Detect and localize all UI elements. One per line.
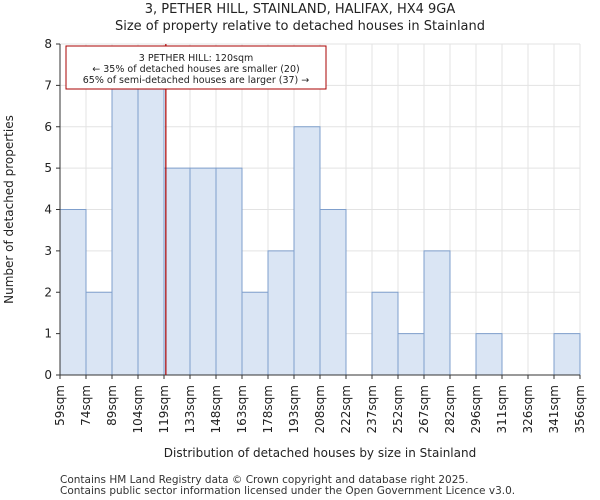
x-tick-label: 89sqm [105, 385, 119, 426]
x-axis-title: Distribution of detached houses by size … [164, 446, 476, 460]
histogram-bar [59, 209, 87, 376]
histogram-bar [475, 333, 503, 376]
footer-copyright: Contains HM Land Registry data © Crown c… [60, 474, 469, 486]
x-tick-label: 193sqm [287, 385, 301, 433]
x-tick-label: 356sqm [573, 385, 587, 433]
histogram-bar [267, 250, 295, 376]
histogram-bar [85, 291, 113, 376]
x-tick-label: 163sqm [235, 385, 249, 433]
histogram-bar [553, 333, 581, 376]
x-tick-label: 326sqm [521, 385, 535, 433]
footer-licence: Contains public sector information licen… [60, 485, 516, 497]
x-tick-label: 296sqm [469, 385, 483, 433]
x-tick-label: 282sqm [443, 385, 457, 433]
y-axis-title: Number of detached properties [2, 115, 16, 304]
histogram-bar [163, 167, 191, 376]
x-tick-label: 178sqm [261, 385, 275, 433]
y-tick-label: 6 [44, 120, 52, 134]
y-tick-label: 7 [44, 78, 52, 92]
y-tick-label: 8 [44, 37, 52, 51]
histogram-bar [111, 84, 139, 376]
annotation-line-1: 3 PETHER HILL: 120sqm [139, 53, 253, 64]
histogram-bar [241, 291, 269, 376]
x-tick-label: 59sqm [53, 385, 67, 426]
histogram-bar [189, 167, 217, 376]
x-tick-label: 341sqm [547, 385, 561, 433]
x-tick-label: 267sqm [417, 385, 431, 433]
x-tick-label: 104sqm [131, 385, 145, 433]
y-tick-label: 0 [44, 368, 52, 382]
y-tick-label: 1 [44, 327, 52, 341]
x-tick-label: 119sqm [157, 385, 171, 433]
histogram-bar [423, 250, 451, 376]
x-tick-label: 222sqm [339, 385, 353, 433]
y-tick-label: 3 [44, 244, 52, 258]
y-tick-label: 2 [44, 285, 52, 299]
chart-title-line1: 3, PETHER HILL, STAINLAND, HALIFAX, HX4 … [144, 2, 456, 17]
annotation-line-3: 65% of semi-detached houses are larger (… [83, 75, 310, 86]
x-tick-label: 237sqm [365, 385, 379, 433]
y-tick-label: 4 [44, 203, 52, 217]
histogram-bar [293, 126, 321, 376]
histogram-bar [319, 209, 347, 376]
y-tick-label: 5 [44, 161, 52, 175]
histogram-bar [137, 84, 165, 376]
histogram-bar [215, 167, 243, 376]
histogram-bar [397, 333, 425, 376]
x-tick-label: 74sqm [79, 385, 93, 426]
x-tick-label: 133sqm [183, 385, 197, 433]
x-tick-label: 311sqm [495, 385, 509, 433]
histogram-bar [371, 291, 399, 376]
annotation-box [65, 45, 327, 90]
x-tick-label: 208sqm [313, 385, 327, 433]
chart-title-line2: Size of property relative to detached ho… [114, 19, 486, 34]
annotation-line-2: ← 35% of detached houses are smaller (20… [92, 64, 299, 75]
x-tick-label: 148sqm [209, 385, 223, 433]
x-tick-label: 252sqm [391, 385, 405, 433]
